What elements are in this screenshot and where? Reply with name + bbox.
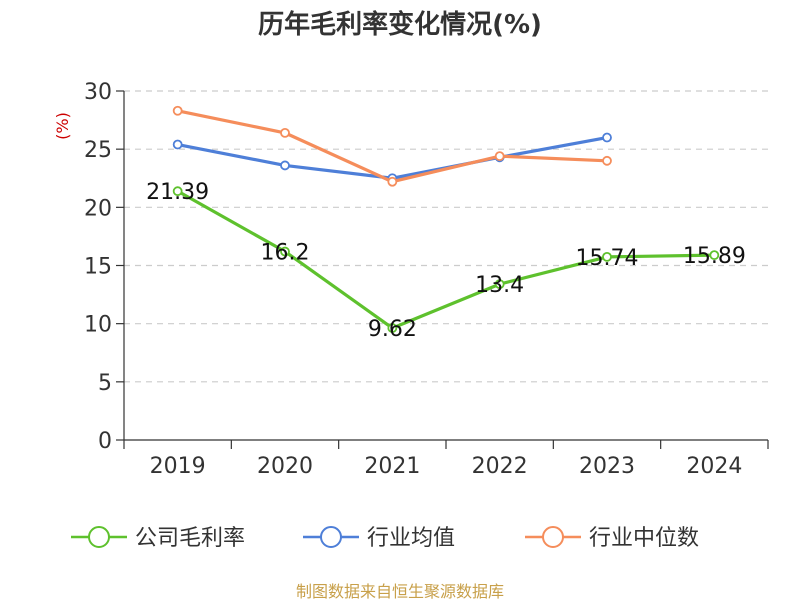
legend-marker — [542, 526, 564, 548]
data-label: 21.39 — [146, 180, 209, 205]
y-axis-label: (%) — [53, 112, 72, 140]
data-label: 16.2 — [261, 241, 310, 266]
data-point[interactable] — [280, 246, 290, 257]
y-tick-label: 5 — [98, 371, 112, 396]
y-tick-label: 10 — [84, 313, 112, 338]
x-tick-label: 2024 — [686, 454, 742, 479]
legend-item[interactable]: 行业均值 — [303, 526, 455, 551]
legend-item[interactable]: 公司毛利率 — [71, 526, 245, 551]
data-point[interactable] — [602, 132, 612, 143]
data-point[interactable] — [709, 250, 720, 261]
legend-label: 公司毛利率 — [135, 526, 245, 551]
data-point[interactable] — [602, 251, 612, 262]
x-tick-label: 2023 — [579, 454, 635, 479]
x-tick-label: 2020 — [257, 454, 313, 479]
y-tick-label: 30 — [84, 80, 112, 105]
legend-marker — [320, 526, 342, 548]
data-point[interactable] — [172, 105, 183, 116]
legend-marker — [88, 526, 110, 548]
data-label: 13.4 — [475, 273, 524, 298]
legend-label: 行业均值 — [367, 526, 455, 551]
axes: 0 5 10 15 20 25 30 (%) 2019 2020 2021 2022 2023 2024 — [53, 80, 769, 479]
series-lines — [172, 105, 720, 333]
data-label: 15.89 — [683, 244, 746, 269]
data-label: 9.62 — [368, 317, 417, 342]
y-tick-label: 15 — [84, 255, 112, 280]
data-labels: 21.39 16.2 9.62 13.4 15.74 15.89 — [146, 180, 746, 342]
x-tick-label: 2021 — [364, 454, 420, 479]
chart-title: 历年毛利率变化情况(%) — [258, 10, 542, 40]
data-point[interactable] — [172, 186, 183, 197]
x-tick-label: 2019 — [150, 454, 206, 479]
series-line — [176, 189, 715, 330]
grid-lines — [124, 90, 768, 383]
data-point[interactable] — [280, 160, 290, 171]
data-point[interactable] — [172, 139, 183, 150]
x-tick-label: 2022 — [472, 454, 528, 479]
y-tick-label: 25 — [84, 138, 112, 163]
source-note: 制图数据来自恒生聚源数据库 — [295, 582, 504, 601]
series-line — [177, 109, 608, 184]
y-tick-label: 0 — [98, 429, 112, 454]
data-point[interactable] — [387, 176, 398, 187]
data-point[interactable] — [387, 323, 398, 333]
data-point[interactable] — [494, 151, 505, 162]
y-tick-label: 20 — [84, 196, 112, 221]
legend-label: 行业中位数 — [589, 526, 699, 551]
data-point[interactable] — [494, 279, 505, 290]
data-point[interactable] — [602, 155, 612, 166]
data-point[interactable] — [280, 127, 290, 138]
data-label: 15.74 — [576, 246, 639, 271]
legend-item[interactable]: 行业中位数 — [525, 526, 699, 551]
legend[interactable]: 公司毛利率 行业均值 行业中位数 — [71, 526, 699, 551]
